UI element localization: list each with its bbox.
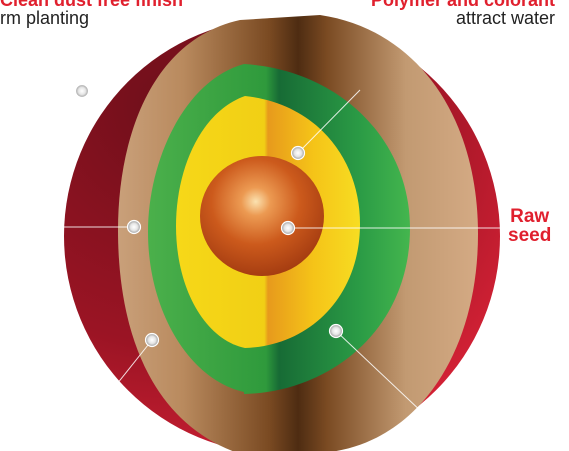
callout-dot-raw-seed	[280, 220, 296, 236]
label-top-right: Polymer and colorant attract water	[371, 0, 555, 27]
label-raw-seed-line1: Raw	[510, 206, 550, 227]
label-top-right-heading: Polymer and colorant	[370, 0, 555, 10]
label-top-right-subtext: attract water	[455, 8, 555, 28]
callout-line-top-right	[297, 89, 361, 154]
callout-dot-green-layer	[328, 323, 344, 339]
callout-line-bottom-left	[65, 339, 153, 449]
callout-line-bottom-right	[335, 330, 461, 449]
label-top-left-heading: Clean dust free finish	[0, 0, 184, 10]
label-top-left-subtext: rm planting	[0, 8, 90, 28]
callout-dot-tan-layer	[126, 219, 142, 235]
callout-dot-tan-lower	[144, 332, 160, 348]
label-raw-seed-line2: seed	[508, 225, 552, 246]
callout-dot-yellow-layer	[290, 145, 306, 161]
raw-seed-core	[200, 156, 324, 276]
callout-dot-outer-shell	[74, 83, 90, 99]
label-raw-seed: Raw seed	[508, 207, 551, 245]
callout-lines	[8, 39, 500, 449]
callout-dots	[74, 83, 344, 348]
callout-line-top-left	[39, 39, 83, 92]
label-top-left: Clean dust free finish rm planting	[0, 0, 183, 27]
